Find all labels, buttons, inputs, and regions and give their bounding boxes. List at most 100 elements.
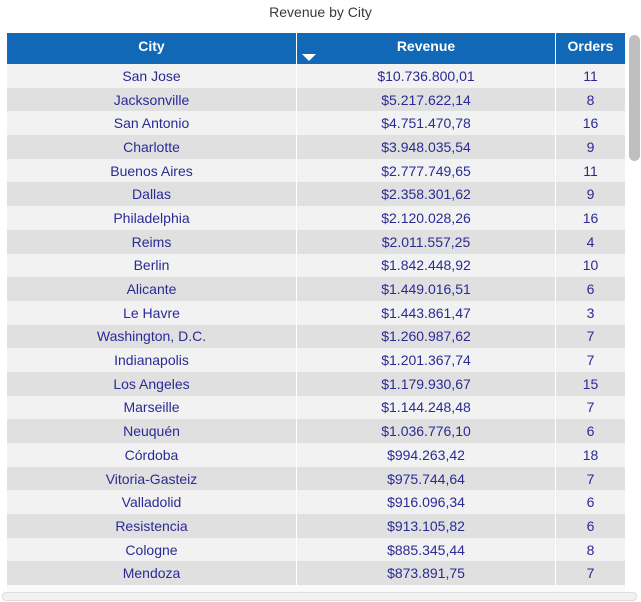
orders-cell[interactable]: 4 bbox=[555, 229, 625, 254]
orders-cell[interactable]: 11 bbox=[555, 64, 625, 88]
revenue-cell[interactable]: $10.736.800,01 bbox=[296, 64, 555, 88]
city-cell[interactable]: Le Havre bbox=[7, 300, 296, 325]
table-row[interactable]: Córdoba $994.263,42 18 bbox=[7, 443, 625, 467]
orders-cell[interactable]: 7 bbox=[555, 395, 625, 420]
table-row[interactable]: Alicante $1.449.016,51 6 bbox=[7, 277, 625, 301]
orders-cell[interactable]: 15 bbox=[555, 371, 625, 396]
column-header-orders[interactable]: Orders bbox=[555, 33, 625, 64]
revenue-cell[interactable]: $4.751.470,78 bbox=[296, 111, 555, 136]
revenue-cell[interactable]: $5.217.622,14 bbox=[296, 87, 555, 112]
table-row[interactable]: Mendoza $873.891,75 7 bbox=[7, 561, 625, 586]
table-row[interactable]: San Jose $10.736.800,01 11 bbox=[7, 64, 625, 88]
table-row[interactable]: Washington, D.C. $1.260.987,62 7 bbox=[7, 324, 625, 349]
orders-cell[interactable]: 7 bbox=[555, 466, 625, 491]
orders-cell[interactable]: 8 bbox=[555, 87, 625, 112]
revenue-cell[interactable]: $1.201.367,74 bbox=[296, 348, 555, 372]
orders-cell[interactable]: 7 bbox=[555, 324, 625, 349]
revenue-cell[interactable]: $2.358.301,62 bbox=[296, 182, 555, 207]
city-cell[interactable]: Indianapolis bbox=[7, 348, 296, 372]
city-cell[interactable]: Vitoria-Gasteiz bbox=[7, 466, 296, 491]
city-cell[interactable]: Jacksonville bbox=[7, 87, 296, 112]
table-row[interactable]: Valladolid $916.096,34 6 bbox=[7, 490, 625, 515]
city-cell[interactable]: Córdoba bbox=[7, 443, 296, 467]
column-header-city[interactable]: City bbox=[7, 33, 296, 64]
revenue-cell[interactable]: $1.179.930,67 bbox=[296, 371, 555, 396]
table-row[interactable]: Charlotte $3.948.035,54 9 bbox=[7, 135, 625, 159]
orders-cell[interactable]: 16 bbox=[555, 206, 625, 230]
revenue-cell[interactable]: $1.144.248,48 bbox=[296, 395, 555, 420]
table-row[interactable]: San Antonio $4.751.470,78 16 bbox=[7, 111, 625, 136]
revenue-cell[interactable]: $3.948.035,54 bbox=[296, 135, 555, 159]
city-cell[interactable]: San Jose bbox=[7, 64, 296, 88]
table-row[interactable]: Buenos Aires $2.777.749,65 11 bbox=[7, 158, 625, 183]
revenue-cell[interactable]: $975.744,64 bbox=[296, 466, 555, 491]
sort-descending-icon[interactable] bbox=[302, 54, 316, 61]
orders-cell[interactable]: 3 bbox=[555, 300, 625, 325]
orders-cell[interactable]: 6 bbox=[555, 419, 625, 443]
orders-cell[interactable]: 8 bbox=[555, 537, 625, 562]
orders-cell[interactable]: 9 bbox=[555, 135, 625, 159]
revenue-cell[interactable]: $885.345,44 bbox=[296, 537, 555, 562]
city-cell[interactable]: Charlotte bbox=[7, 135, 296, 159]
revenue-cell[interactable]: $916.096,34 bbox=[296, 490, 555, 515]
city-cell[interactable]: San Antonio bbox=[7, 111, 296, 136]
revenue-cell[interactable]: $1.842.448,92 bbox=[296, 253, 555, 278]
orders-cell[interactable]: 16 bbox=[555, 111, 625, 136]
city-cell[interactable]: Reims bbox=[7, 229, 296, 254]
revenue-cell[interactable]: $873.891,75 bbox=[296, 561, 555, 586]
revenue-cell[interactable]: $1.449.016,51 bbox=[296, 277, 555, 301]
table-row[interactable]: Philadelphia $2.120.028,26 16 bbox=[7, 206, 625, 230]
table-row[interactable]: Indianapolis $1.201.367,74 7 bbox=[7, 348, 625, 372]
city-cell[interactable]: Philadelphia bbox=[7, 206, 296, 230]
table-row[interactable]: Neuquén $1.036.776,10 6 bbox=[7, 419, 625, 443]
revenue-cell[interactable]: $994.263,42 bbox=[296, 443, 555, 467]
city-cell[interactable]: Marseille bbox=[7, 395, 296, 420]
revenue-cell[interactable]: $1.443.861,47 bbox=[296, 300, 555, 325]
horizontal-scrollbar[interactable] bbox=[2, 592, 637, 601]
revenue-cell[interactable]: $2.120.028,26 bbox=[296, 206, 555, 230]
table-row[interactable]: Vitoria-Gasteiz $975.744,64 7 bbox=[7, 466, 625, 491]
table-header-row: City Revenue Orders bbox=[7, 33, 625, 64]
table-row[interactable]: Berlin $1.842.448,92 10 bbox=[7, 253, 625, 278]
city-cell[interactable]: Alicante bbox=[7, 277, 296, 301]
city-cell[interactable]: Washington, D.C. bbox=[7, 324, 296, 349]
revenue-cell[interactable]: $1.036.776,10 bbox=[296, 419, 555, 443]
table-row[interactable]: Dallas $2.358.301,62 9 bbox=[7, 182, 625, 207]
table-row[interactable]: Resistencia $913.105,82 6 bbox=[7, 514, 625, 538]
city-cell[interactable]: Neuquén bbox=[7, 419, 296, 443]
orders-cell[interactable]: 6 bbox=[555, 277, 625, 301]
orders-cell[interactable]: 18 bbox=[555, 443, 625, 467]
orders-cell[interactable]: 11 bbox=[555, 158, 625, 183]
orders-cell[interactable]: 6 bbox=[555, 490, 625, 515]
city-cell[interactable]: Cologne bbox=[7, 537, 296, 562]
table-row[interactable]: Le Havre $1.443.861,47 3 bbox=[7, 300, 625, 325]
orders-cell[interactable]: 6 bbox=[555, 514, 625, 538]
orders-cell[interactable]: 7 bbox=[555, 561, 625, 586]
table-row[interactable]: Los Angeles $1.179.930,67 15 bbox=[7, 371, 625, 396]
table-body: San Jose $10.736.800,01 11 Jacksonville … bbox=[7, 64, 625, 586]
vertical-scrollbar[interactable] bbox=[628, 33, 640, 590]
orders-cell[interactable]: 9 bbox=[555, 182, 625, 207]
column-header-revenue[interactable]: Revenue bbox=[296, 33, 555, 64]
city-cell[interactable]: Dallas bbox=[7, 182, 296, 207]
table-visual: City Revenue Orders San Jose $10.736.800… bbox=[7, 33, 625, 593]
city-cell[interactable]: Valladolid bbox=[7, 490, 296, 515]
city-cell[interactable]: Los Angeles bbox=[7, 371, 296, 396]
orders-cell[interactable]: 7 bbox=[555, 348, 625, 372]
city-cell[interactable]: Buenos Aires bbox=[7, 158, 296, 183]
city-cell[interactable]: Resistencia bbox=[7, 514, 296, 538]
table-row[interactable]: Jacksonville $5.217.622,14 8 bbox=[7, 87, 625, 112]
city-cell[interactable]: Berlin bbox=[7, 253, 296, 278]
table-row[interactable]: Marseille $1.144.248,48 7 bbox=[7, 395, 625, 420]
revenue-cell[interactable]: $913.105,82 bbox=[296, 514, 555, 538]
revenue-cell[interactable]: $1.260.987,62 bbox=[296, 324, 555, 349]
city-cell[interactable]: Mendoza bbox=[7, 561, 296, 586]
vertical-scrollbar-thumb[interactable] bbox=[628, 35, 640, 161]
revenue-cell[interactable]: $2.777.749,65 bbox=[296, 158, 555, 183]
table-row[interactable]: Cologne $885.345,44 8 bbox=[7, 537, 625, 562]
table-row[interactable]: Reims $2.011.557,25 4 bbox=[7, 229, 625, 254]
orders-cell[interactable]: 10 bbox=[555, 253, 625, 278]
partial-next-row bbox=[7, 585, 625, 593]
revenue-cell[interactable]: $2.011.557,25 bbox=[296, 229, 555, 254]
